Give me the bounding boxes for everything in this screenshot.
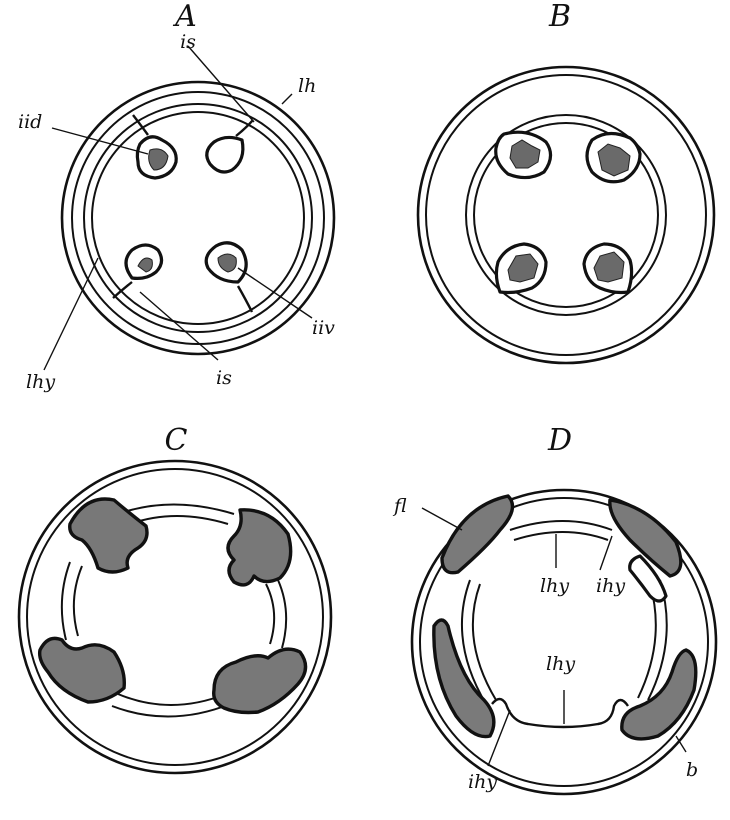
panel-c: C <box>17 423 333 775</box>
panel-a-letter: A <box>172 0 197 34</box>
panel-a-leader-lhy <box>43 257 99 371</box>
panel-a-label-lhy: lhy <box>26 371 55 393</box>
panel-d-label-ihy-upper: ihy <box>596 575 625 597</box>
panel-d-label-b: b <box>686 759 698 781</box>
panel-a-label-is-top: is <box>180 31 196 53</box>
panel-d: D <box>392 423 718 796</box>
panel-a: A <box>18 0 336 393</box>
panel-a-pouch-upper-right <box>205 119 254 174</box>
panel-a-label-lh: lh <box>298 75 316 97</box>
panel-a-outer-ring <box>60 80 336 356</box>
panel-d-crescent-lower-left <box>432 618 496 739</box>
panel-a-pouch-lower-left <box>112 243 164 299</box>
panel-b-inner-ring-inner <box>473 122 659 308</box>
panel-a-leader-lh <box>281 93 293 105</box>
panel-a-label-iid: iid <box>18 111 42 133</box>
panel-c-plate-upper-left <box>68 497 149 574</box>
panel-d-leader-b <box>675 735 687 753</box>
panel-a-inner-ring-inner <box>91 111 305 325</box>
panel-b: B <box>416 0 716 365</box>
panel-d-leader-fl <box>421 507 463 531</box>
panel-b-letter: B <box>548 0 571 34</box>
panel-b-pouch-upper-left <box>494 130 553 180</box>
panel-a-leader-is-bottom <box>139 291 219 361</box>
panel-a-leader-iid <box>51 127 149 155</box>
panel-d-fold-upper-right-inner <box>628 554 668 603</box>
panel-b-outer-ring <box>416 65 716 365</box>
panel-d-crescent-upper-right <box>608 498 683 578</box>
panel-b-outer-ring-inner <box>425 74 707 356</box>
panel-a-pouch-upper-left <box>132 114 178 180</box>
panel-a-outer-ring-inner <box>71 91 325 345</box>
panel-a-leader-iiv <box>237 267 313 319</box>
panel-c-outer-ring-inner <box>26 468 324 766</box>
panel-c-outer-ring <box>17 459 333 775</box>
panel-d-leader-ihy-upper <box>599 535 613 571</box>
panel-d-label-lhy-upper: lhy <box>540 575 569 597</box>
panel-d-label-lhy-lower: lhy <box>546 653 575 675</box>
panel-a-leader-is-top <box>187 45 255 123</box>
panel-d-leader-ihy-lower <box>487 709 511 767</box>
panel-c-plate-upper-right <box>226 508 293 587</box>
panel-b-inner-ring <box>465 114 667 316</box>
panel-a-inner-ring <box>83 103 313 333</box>
panel-c-plate-lower-right <box>212 647 308 715</box>
panel-d-crescent-upper-left <box>440 494 515 575</box>
panel-d-outer-ring <box>410 488 718 796</box>
panel-d-label-ihy-lower: ihy <box>468 771 497 793</box>
panel-d-label-fl: fl <box>392 495 407 517</box>
panel-b-pouch-lower-right <box>582 242 634 295</box>
panel-c-plate-lower-left <box>37 636 126 704</box>
panel-a-pouch-lower-right <box>204 241 254 313</box>
panel-d-letter: D <box>547 423 572 458</box>
panel-c-letter: C <box>165 423 188 458</box>
panel-b-pouch-upper-right <box>585 131 642 184</box>
panel-a-label-is-bottom: is <box>216 367 232 389</box>
panel-b-pouch-lower-left <box>494 242 548 295</box>
panel-a-label-iiv: iiv <box>312 317 335 339</box>
panel-d-crescent-lower-right <box>620 648 698 741</box>
panel-d-outer-ring-inner <box>419 497 709 787</box>
